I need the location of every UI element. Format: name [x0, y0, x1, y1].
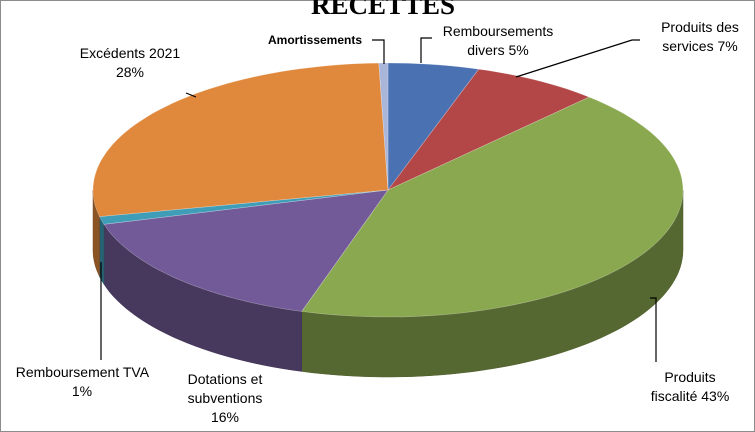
label-value: 28%: [115, 64, 145, 80]
slice: [92, 62, 389, 217]
label-value: 5%: [508, 42, 529, 58]
leader-line: [650, 297, 657, 362]
data-label: Remboursement TVA 1%: [15, 363, 150, 401]
leader-line: [420, 37, 432, 63]
data-label: Produits fiscalité 43%: [649, 368, 731, 406]
slice-side: [92, 189, 100, 277]
data-label: Excédents 2021 28%: [74, 44, 186, 82]
leader-line: [185, 92, 197, 98]
label-name: Produits fiscalité: [650, 369, 716, 404]
label-name: Remboursements divers: [442, 23, 554, 58]
slice-side: [99, 216, 105, 286]
data-label: Amortissements: [250, 31, 380, 50]
slice: [387, 68, 590, 191]
pie: [92, 62, 684, 378]
data-label: Dotations et subventions 16%: [173, 370, 277, 427]
label-name: Amortissements: [267, 33, 363, 47]
chart-title: RECETTES: [311, 0, 455, 20]
label-value: 1%: [71, 383, 93, 399]
label-value: 7%: [717, 38, 738, 54]
data-label: Produits des services 7%: [650, 18, 750, 56]
label-name: Produits des services: [661, 19, 739, 54]
slice: [103, 189, 389, 312]
label-name: Excédents 2021: [79, 45, 181, 61]
leader-line: [515, 39, 640, 78]
label-name: Remboursement TVA: [15, 364, 149, 380]
label-value: 43%: [701, 388, 730, 404]
label-name: Dotations et subventions: [187, 371, 263, 406]
leader-line: [372, 39, 385, 64]
slice: [301, 96, 684, 318]
data-label: Remboursements divers 5%: [431, 22, 566, 60]
slice: [387, 62, 480, 191]
label-value: 16%: [210, 409, 240, 425]
